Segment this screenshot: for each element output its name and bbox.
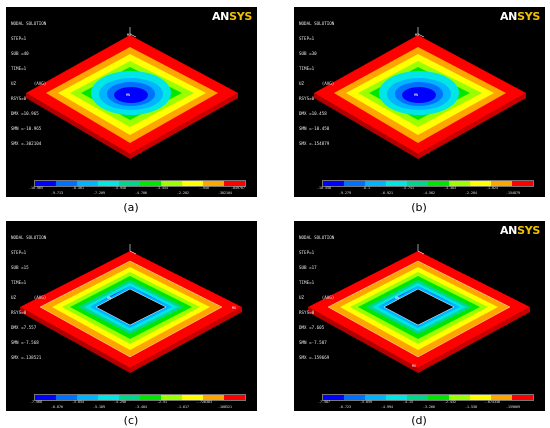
caption-b: (b): [411, 201, 427, 214]
legend-label: -7.209: [93, 191, 105, 195]
legend-label: .168521: [218, 405, 232, 409]
legend-label: -5.958: [114, 186, 126, 190]
max-marker: MX: [415, 33, 419, 37]
legend-label: -6.921: [381, 191, 393, 195]
max-marker: MX: [232, 306, 236, 310]
solution-header: NODAL SOLUTION STEP=1 SUB =30 TIME=1 UZ …: [299, 21, 335, 146]
legend-label: -7.587: [318, 400, 330, 404]
legend-label: -1.024: [486, 186, 498, 190]
legend-label: -4.706: [135, 191, 147, 195]
panel-b: MN MX NODAL SOLUTION STEP=1 SUB =30 TIME…: [294, 7, 545, 197]
legend-label: .302104: [218, 191, 232, 195]
legend-label: -7.568: [30, 400, 42, 404]
legend-label: .159669: [506, 405, 520, 409]
legend-label: -9.713: [51, 191, 63, 195]
legend-color-bar: [322, 394, 534, 401]
plate-contour-c: MN MX: [20, 244, 242, 373]
legend-label: -1.617: [177, 405, 189, 409]
panel-a: MN MX NODAL SOLUTION STEP=1 SUB =40 TIME…: [6, 7, 257, 197]
legend-label: -3.383: [444, 186, 456, 190]
plate-contour-b: MN MX: [314, 27, 526, 159]
max-marker: MX: [412, 364, 416, 368]
min-marker: MN: [414, 93, 418, 97]
solution-header: NODAL SOLUTION STEP=1 SUB =15 TIME=1 UZ …: [11, 235, 47, 360]
legend-label: -.726383: [196, 400, 212, 404]
legend-label: -8.461: [72, 186, 84, 190]
min-marker: MN: [107, 296, 111, 300]
legend-label: -9.279: [339, 191, 351, 195]
legend-label: -4.290: [114, 400, 126, 404]
legend-label: -5.859: [360, 400, 372, 404]
legend-label: -5.741: [402, 186, 414, 190]
caption-a: (a): [123, 201, 139, 214]
min-marker: MN: [126, 93, 130, 97]
legend-label: -6.723: [339, 405, 351, 409]
ansys-logo: ANSYS: [499, 10, 540, 23]
legend-label: -2.202: [177, 191, 189, 195]
plate-contour-a: MN MX: [26, 27, 238, 159]
legend-label: -1.538: [465, 405, 477, 409]
legend-label: -2.204: [465, 191, 477, 195]
legend-label: -.674338: [484, 400, 500, 404]
legend-label: -3.266: [423, 405, 435, 409]
legend-label: -2.432: [444, 400, 456, 404]
ansys-logo: ANSYS: [211, 10, 252, 23]
solution-header: NODAL SOLUTION STEP=1 SUB =17 TIME=1 UZ …: [299, 235, 335, 360]
legend-label: -4.994: [381, 405, 393, 409]
legend-label: -2.51: [157, 400, 167, 404]
legend-label: .049767: [231, 186, 245, 190]
solution-header: NODAL SOLUTION STEP=1 SUB =40 TIME=1 UZ …: [11, 21, 47, 146]
panel-d: MN MX NODAL SOLUTION STEP=1 SUB =17 TIME…: [294, 221, 545, 411]
min-marker: MN: [395, 296, 399, 300]
ansys-logo: ANSYS: [499, 224, 540, 237]
legend-label: -10.458: [317, 186, 331, 190]
legend-label: -6.876: [51, 405, 63, 409]
caption-c: (c): [123, 414, 139, 427]
legend-label: -3.404: [135, 405, 147, 409]
legend-label: -4.15: [403, 400, 413, 404]
panel-c: MN MX NODAL SOLUTION STEP=1 SUB =15 TIME…: [6, 221, 257, 411]
legend-label: -5.854: [72, 400, 84, 404]
legend-label: -10.965: [29, 186, 43, 190]
plate-contour-d: MN MX: [308, 244, 530, 373]
caption-d: (d): [411, 414, 427, 427]
legend-label: -3.454: [156, 186, 168, 190]
legend-color-bar: [34, 394, 246, 401]
legend-label: -8.1: [362, 186, 370, 190]
legend-label: -4.562: [423, 191, 435, 195]
legend-label: -.950: [199, 186, 209, 190]
legend-color-bar: [34, 180, 246, 187]
legend-label: -5.189: [93, 405, 105, 409]
legend-color-bar: [322, 180, 534, 187]
legend-label: .154879: [506, 191, 520, 195]
max-marker: MX: [127, 33, 131, 37]
